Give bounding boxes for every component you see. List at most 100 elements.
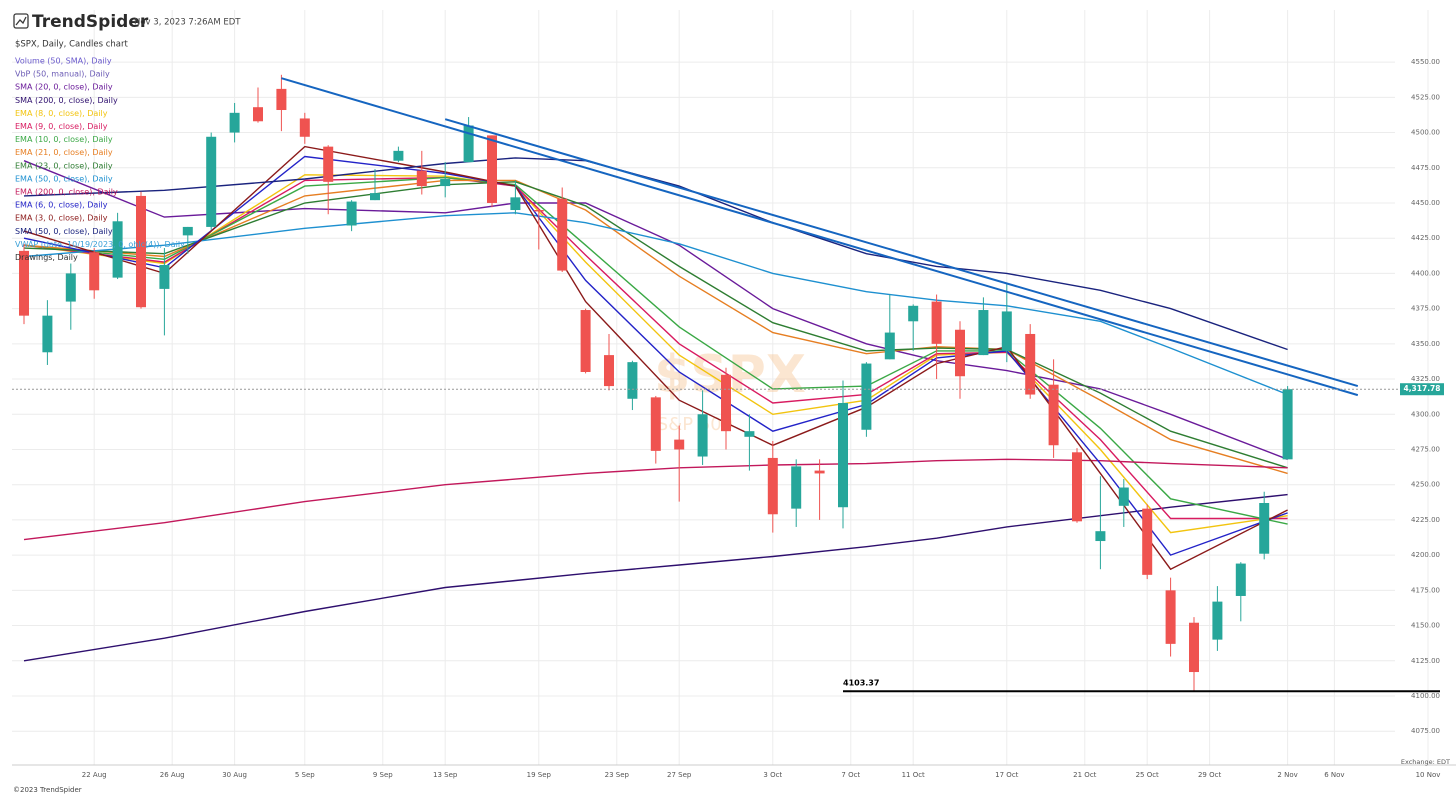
y-tick-label: 4500.00 <box>1411 129 1440 137</box>
candle-body <box>1189 622 1199 673</box>
candle-body <box>955 329 965 377</box>
candle-body <box>1001 311 1012 351</box>
x-tick-label: 27 Sep <box>667 771 692 779</box>
candle-body <box>1259 503 1270 554</box>
candle-body <box>416 170 427 187</box>
x-tick-label: 26 Aug <box>160 771 185 779</box>
candle-body <box>650 397 661 451</box>
candle-body <box>814 470 825 474</box>
candle-body <box>767 457 778 515</box>
candle-body <box>65 273 76 302</box>
legend-entry: EMA (3, 0, close), Daily <box>15 214 108 223</box>
candle-body <box>931 301 942 344</box>
chart-title: $SPX, Daily, Candles chart <box>15 40 128 50</box>
candle-body <box>1048 384 1059 446</box>
candle-body <box>253 107 263 122</box>
candle-body <box>229 112 240 133</box>
y-tick-label: 4400.00 <box>1411 269 1440 277</box>
x-tick-label: 21 Oct <box>1073 771 1096 779</box>
legend-entry: SMA (50, 0, close), Daily <box>15 227 113 236</box>
indicator-line <box>23 458 1288 541</box>
candle-body <box>1072 452 1082 522</box>
drawings: 4103.37 4,317.78 <box>12 77 1444 693</box>
trendline <box>444 118 1359 388</box>
x-tick-label: 10 Nov <box>1416 771 1441 779</box>
y-tick-label: 4300.00 <box>1411 410 1440 418</box>
y-tick-label: 4225.00 <box>1411 516 1440 524</box>
x-tick-label: 23 Sep <box>605 771 630 779</box>
x-tick-label: 25 Oct <box>1136 771 1159 779</box>
legend-entry: SMA (200, 0, close), Daily <box>15 96 118 105</box>
y-tick-label: 4250.00 <box>1411 481 1440 489</box>
indicator-line <box>23 493 1288 662</box>
x-tick-label: 29 Oct <box>1198 771 1221 779</box>
candle-body <box>42 315 53 353</box>
candle-body <box>978 310 989 356</box>
y-tick-label: 4275.00 <box>1411 445 1440 453</box>
candle-body <box>908 305 919 322</box>
indicator-line <box>23 212 1288 396</box>
legend-entry: VWAP (date, 10/19/2023, 0, ohlc(4)), Dai… <box>15 240 185 249</box>
y-tick-label: 4125.00 <box>1411 657 1440 665</box>
candle-body <box>89 252 100 291</box>
axes: 4075.00 4100.00 4125.00 4150.00 4175.00 4200.… <box>12 58 1456 779</box>
support-label: 4103.37 <box>843 679 879 688</box>
y-tick-label: 4550.00 <box>1411 58 1440 66</box>
legend-entry: EMA (9, 0, close), Daily <box>15 122 108 131</box>
candle-body <box>206 136 217 227</box>
legend-entry: EMA (23, 0, close), Daily <box>15 161 113 170</box>
candle-body <box>861 363 872 430</box>
legend-entry: EMA (8, 0, close), Daily <box>15 109 108 118</box>
legend-entry: EMA (200, 0, close), Daily <box>15 188 118 197</box>
legend-entry: SMA (20, 0, close), Daily <box>15 83 113 92</box>
candle-body <box>791 466 802 509</box>
last-price-box <box>1400 383 1444 396</box>
legend-entry: Drawings, Daily <box>15 253 78 262</box>
legend-entry: EMA (6, 0, close), Daily <box>15 201 108 210</box>
x-tick-label: 3 Oct <box>763 771 782 779</box>
x-tick-label: 17 Oct <box>995 771 1018 779</box>
x-tick-label: 22 Aug <box>82 771 107 779</box>
candle-body <box>627 362 638 399</box>
candle-body <box>604 355 614 387</box>
candle-body <box>136 195 146 308</box>
candle-body <box>721 374 731 432</box>
x-tick-label: 30 Aug <box>222 771 247 779</box>
candle-body <box>1142 508 1153 575</box>
x-tick-label: 5 Sep <box>295 771 315 779</box>
trendline <box>281 77 1359 397</box>
y-tick-label: 4425.00 <box>1411 234 1440 242</box>
candle-body <box>346 201 357 226</box>
candle-body <box>1118 487 1129 506</box>
candle-body <box>674 439 685 450</box>
legend-entry: EMA (21, 0, close), Daily <box>15 148 113 157</box>
candle-body <box>1095 531 1106 542</box>
candle-body <box>370 193 380 201</box>
candle-body <box>487 135 497 203</box>
candle-body <box>510 197 521 211</box>
header: TrendSpider Nov 3, 2023 7:26AM EDT $SPX,… <box>13 12 241 50</box>
legend-entry: EMA (10, 0, close), Daily <box>15 135 113 144</box>
x-tick-label: 13 Sep <box>433 771 458 779</box>
logo-icon <box>13 13 29 29</box>
x-tick-label: 2 Nov <box>1277 771 1297 779</box>
legend-entry: EMA (50, 0, close), Daily <box>15 174 113 183</box>
y-tick-label: 4075.00 <box>1411 727 1440 735</box>
candle-body <box>1025 333 1036 395</box>
x-tick-label: 9 Sep <box>373 771 393 779</box>
legend-entry: VbP (50, manual), Daily <box>15 70 110 79</box>
timestamp: Nov 3, 2023 7:26AM EDT <box>134 18 241 28</box>
candles <box>19 74 1293 692</box>
candle-body <box>112 221 123 278</box>
candle-body <box>463 125 474 163</box>
candle-body <box>182 226 193 236</box>
candle-body <box>697 414 708 457</box>
candle-body <box>323 146 334 182</box>
candle-body <box>159 264 170 289</box>
y-tick-label: 4150.00 <box>1411 622 1440 630</box>
x-tick-label: 11 Oct <box>902 771 925 779</box>
legend: Volume (50, SMA), Daily VbP (50, manual),… <box>15 57 185 263</box>
candle-body <box>440 179 451 187</box>
candle-body <box>557 198 568 271</box>
